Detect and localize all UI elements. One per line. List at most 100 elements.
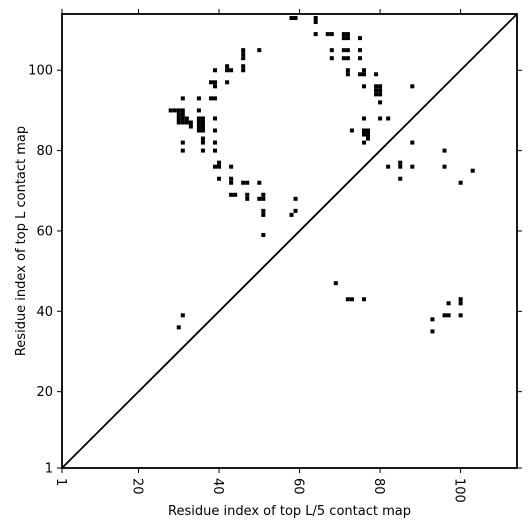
contact-point-upper [184,120,189,125]
y-tick-label: 60 [36,224,53,239]
contact-point-upper [361,84,367,89]
contact-point-upper [213,148,218,153]
contact-point-upper [200,124,205,129]
y-axis-ticks: 1 20 40 60 80 100 [28,64,522,477]
contact-point-upper [361,72,367,77]
contact-point-lower [430,329,435,334]
contact-point-lower [333,281,338,286]
contact-point-upper [261,208,266,213]
contact-point-upper [241,180,246,185]
contact-point-upper [366,132,371,137]
contact-point-lower [446,313,451,318]
contact-point-upper [241,56,246,61]
contact-point-upper [313,32,318,37]
contact-point-upper [241,68,246,73]
contact-point-upper [366,128,371,133]
contact-point-upper [245,192,250,197]
y-tick-label: 100 [28,64,53,79]
y-axis-title: Residue index of top L contact map [14,126,29,356]
contact-point-upper [313,16,318,21]
contact-point-upper [357,56,362,61]
diagonal-line [61,13,518,469]
x-tick-label: 60 [291,478,306,495]
contact-point-upper [341,32,346,37]
contact-point-upper [386,164,391,169]
contact-point-upper [378,100,383,105]
plot-frame [61,13,518,469]
x-tick-label: 80 [371,478,386,495]
contact-point-upper [329,48,334,53]
contact-point-upper [200,140,205,145]
contact-point-upper [200,148,205,153]
contact-point-upper [196,108,201,113]
x-axis-ticks: 1 20 40 60 80 100 [53,9,467,503]
contact-point-upper [398,176,403,181]
contact-point-upper [293,208,298,213]
contact-point-upper [257,48,262,53]
x-tick-label: 100 [452,478,467,503]
contact-point-upper [176,120,181,125]
contact-point-upper [386,116,391,121]
contact-point-upper [349,128,354,133]
contact-point-upper [325,32,330,37]
contact-point-upper [180,140,185,145]
contact-point-upper [229,68,234,73]
contact-point-upper [289,16,294,21]
contact-point-upper [213,84,218,89]
contact-point-lower [345,297,350,302]
contact-point-upper [293,196,298,201]
contact-point-upper [225,68,230,73]
contact-point-upper [374,88,379,93]
contact-point-upper [213,96,218,101]
contact-point-upper [345,68,350,73]
y-tick-label: 20 [36,385,53,400]
contact-point-upper [357,48,362,53]
contact-point-upper [176,108,181,113]
contact-point-upper [261,196,266,201]
contact-point-upper [176,116,181,121]
contact-point-upper [261,192,266,197]
contact-point-upper [229,176,234,181]
contact-point-upper [233,192,238,197]
contact-point-upper [245,180,250,185]
contact-point-upper [341,48,346,53]
contact-point-upper [374,72,379,77]
contact-point-upper [313,20,318,25]
contact-point-upper [361,140,367,145]
contact-points [168,16,475,334]
contact-point-upper [458,180,463,185]
contact-point-upper [257,196,262,201]
contact-point-lower [458,301,463,306]
y-tick-label: 1 [45,462,53,477]
contact-point-lower [430,317,435,322]
contact-point-upper [361,68,367,73]
contact-point-upper [378,84,383,89]
x-tick-label: 20 [130,478,145,495]
contact-point-upper [345,56,350,61]
contact-point-upper [229,192,234,197]
contact-point-upper [180,120,185,125]
contact-point-upper [366,136,371,141]
contact-point-upper [200,136,205,141]
contact-point-upper [168,108,173,113]
contact-point-upper [398,160,403,165]
x-tick-label: 1 [53,478,68,486]
contact-point-upper [289,212,294,217]
contact-point-upper [470,168,475,173]
x-axis-title: Residue index of top L/5 contact map [168,504,411,519]
contact-point-upper [196,116,201,121]
contact-point-upper [225,80,230,85]
contact-point-upper [196,120,201,125]
contact-point-lower [180,313,185,318]
contact-point-upper [241,64,246,69]
contact-point-upper [188,124,193,129]
y-tick-label: 80 [36,144,53,159]
contact-point-upper [213,140,218,145]
contact-point-upper [345,72,350,77]
contact-point-lower [442,313,447,318]
contact-point-upper [200,120,205,125]
contact-point-upper [225,64,230,69]
contact-point-lower [349,297,354,302]
contact-point-lower [458,313,463,318]
